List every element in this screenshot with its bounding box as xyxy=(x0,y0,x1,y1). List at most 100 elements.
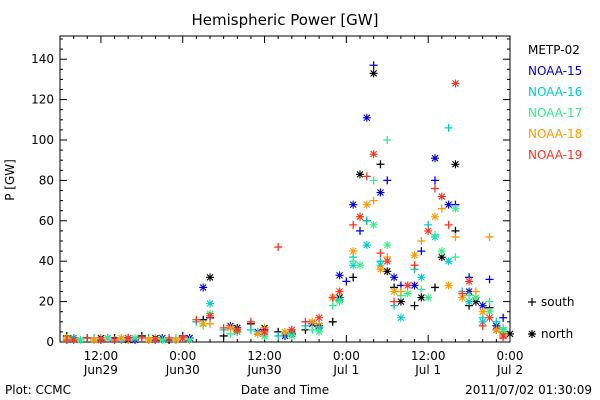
data-point-north xyxy=(96,335,105,344)
data-point-north xyxy=(478,301,487,310)
data-point-north xyxy=(396,297,405,306)
marker-legend-symbol xyxy=(528,330,536,338)
data-point-north xyxy=(349,200,358,209)
data-point-south xyxy=(349,220,358,229)
data-point-north xyxy=(471,297,480,306)
data-point-north xyxy=(356,261,364,270)
y-tick-label: 120 xyxy=(31,93,54,107)
data-point-south xyxy=(478,321,487,330)
data-point-south xyxy=(83,333,92,342)
data-point-north xyxy=(431,212,439,221)
data-point-north xyxy=(403,289,412,298)
data-point-north xyxy=(171,335,180,344)
data-point-north xyxy=(144,335,153,344)
data-point-north xyxy=(471,293,480,302)
x-tick-label-time: 12:00 xyxy=(247,349,282,363)
x-tick-label-time: 0:00 xyxy=(169,349,196,363)
data-point-south xyxy=(376,160,385,169)
data-point-north xyxy=(151,335,160,344)
data-point-north xyxy=(499,331,508,340)
data-point-south xyxy=(342,277,351,286)
data-point-north xyxy=(335,297,344,306)
data-point-north xyxy=(178,333,187,342)
data-point-north xyxy=(76,335,85,344)
footer-timestamp: 2011/07/02 01:30:09 xyxy=(465,383,592,397)
data-point-south xyxy=(274,243,283,252)
data-point-south xyxy=(431,176,439,185)
data-point-north xyxy=(376,261,385,270)
data-point-north xyxy=(260,331,269,340)
data-point-north xyxy=(376,265,385,274)
y-tick-label: 40 xyxy=(39,254,54,268)
y-tick-label: 80 xyxy=(39,173,54,187)
y-axis-label: P [GW] xyxy=(3,159,17,201)
data-point-south xyxy=(458,289,467,298)
y-tick-label: 0 xyxy=(46,335,54,349)
x-tick-label-date: Jul 1 xyxy=(414,363,441,377)
x-axis-label: Date and Time xyxy=(241,383,329,397)
data-point-north xyxy=(335,287,344,296)
data-point-south xyxy=(383,176,392,185)
data-point-south xyxy=(417,247,426,256)
data-point-north xyxy=(287,325,296,334)
data-point-north xyxy=(356,212,364,221)
y-tick-label: 140 xyxy=(31,52,54,66)
data-point-south xyxy=(485,297,494,306)
marker-legend-label: north xyxy=(541,327,573,341)
data-point-north xyxy=(444,257,453,266)
y-tick-label: 100 xyxy=(31,133,54,147)
legend-entry: NOAA-19 xyxy=(528,148,582,162)
data-point-north xyxy=(206,311,214,320)
data-point-south xyxy=(451,232,460,241)
data-point-north xyxy=(287,331,296,340)
data-point-north xyxy=(444,200,453,209)
data-point-south xyxy=(396,287,405,296)
data-point-north xyxy=(506,329,514,338)
data-point-north xyxy=(315,323,324,332)
data-point-south xyxy=(431,230,439,239)
data-point-north xyxy=(417,293,426,302)
data-point-south xyxy=(369,61,378,70)
data-point-south xyxy=(206,319,214,328)
marker-legend-symbol xyxy=(528,298,536,306)
data-point-north xyxy=(458,293,467,302)
data-point-north xyxy=(369,150,378,159)
x-tick-label-date: Jul 1 xyxy=(332,363,359,377)
data-point-south xyxy=(308,325,317,334)
data-point-north xyxy=(431,154,439,163)
data-point-north xyxy=(315,327,324,336)
data-point-north xyxy=(396,313,405,322)
data-point-south xyxy=(492,317,501,326)
data-point-north xyxy=(253,329,262,338)
data-point-north xyxy=(478,317,487,326)
data-point-north xyxy=(362,241,371,250)
data-point-north xyxy=(492,325,501,334)
data-point-north xyxy=(390,273,399,282)
x-tick-label-time: 0:00 xyxy=(497,349,524,363)
data-point-north xyxy=(383,267,392,276)
data-point-south xyxy=(349,273,358,282)
data-point-north xyxy=(390,287,399,296)
chart-title: Hemispheric Power [GW] xyxy=(192,11,379,29)
data-point-south xyxy=(328,301,337,310)
data-point-north xyxy=(383,241,392,250)
data-point-south xyxy=(369,196,378,205)
data-point-south xyxy=(465,291,474,300)
data-point-south xyxy=(165,333,174,342)
data-point-south xyxy=(246,325,255,334)
data-point-south xyxy=(246,317,255,326)
data-point-north xyxy=(492,321,501,330)
data-point-north xyxy=(465,297,474,306)
data-point-north xyxy=(437,247,446,256)
data-point-north xyxy=(485,307,494,316)
plot-frame xyxy=(59,35,511,343)
data-point-north xyxy=(131,333,139,342)
data-point-north xyxy=(226,323,235,332)
data-point-north xyxy=(369,69,378,78)
data-point-north xyxy=(349,247,358,256)
data-point-north xyxy=(260,327,269,336)
data-point-north xyxy=(356,170,364,179)
y-tick-label: 60 xyxy=(39,214,54,228)
data-point-north xyxy=(158,335,167,344)
